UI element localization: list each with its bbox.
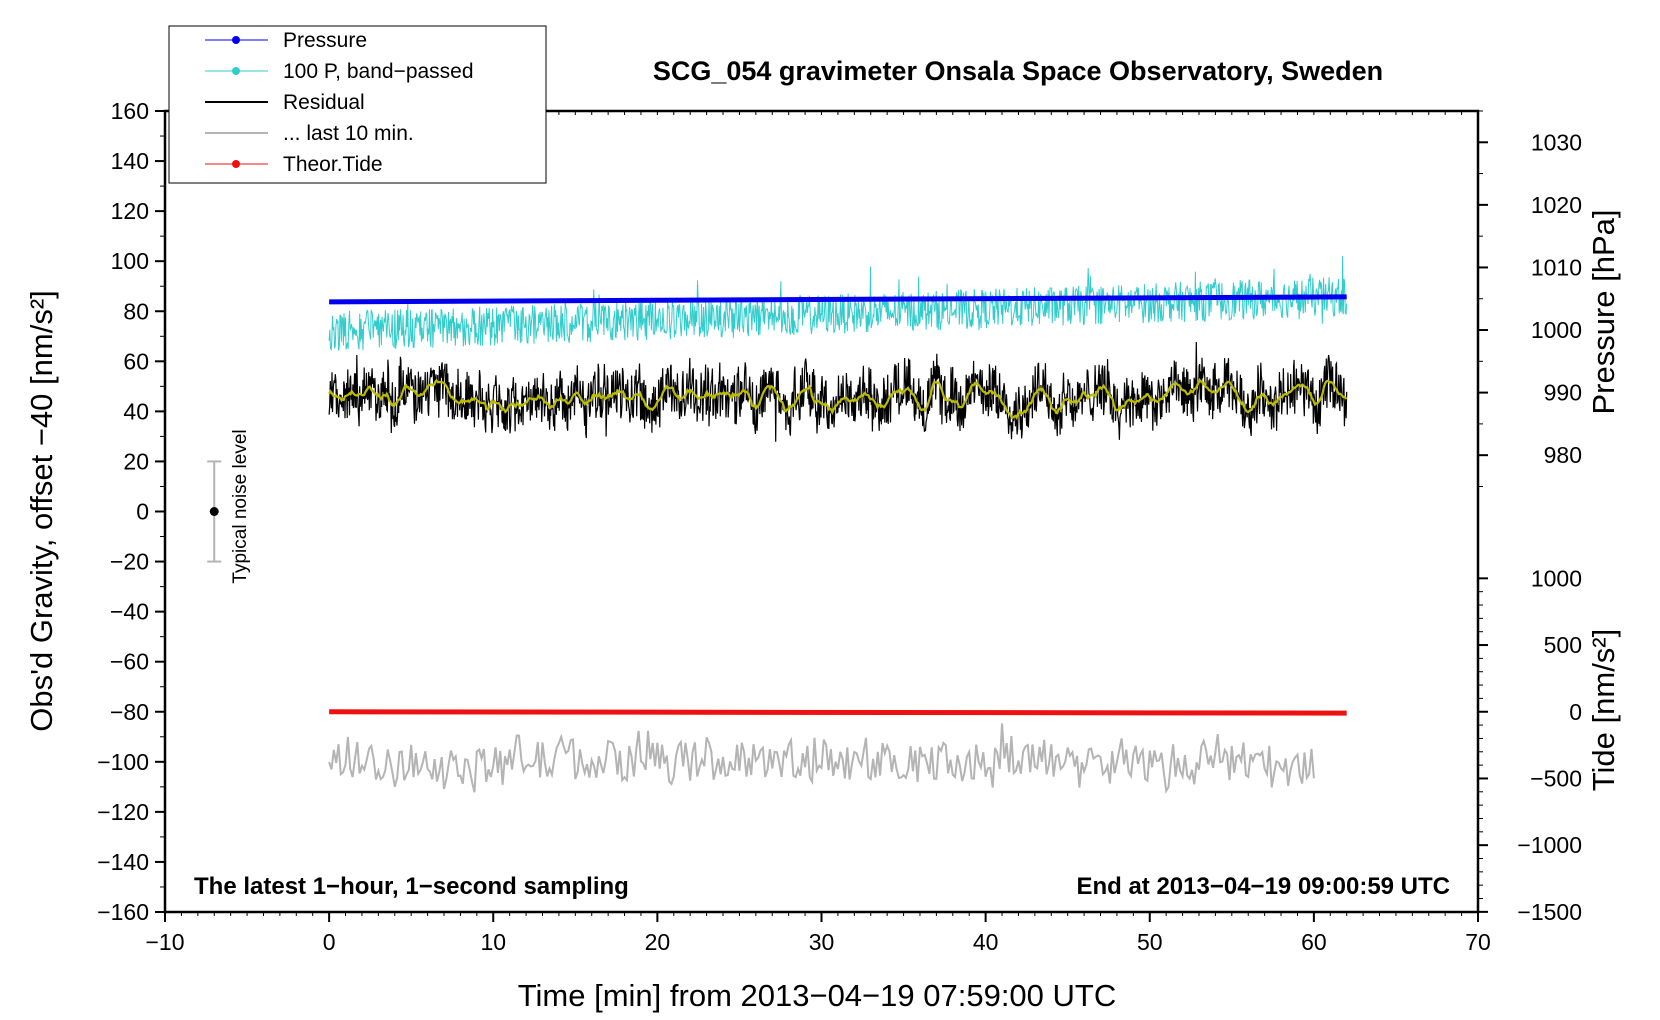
y-axis-title-tide: Tide [nm/s²]: [1586, 629, 1621, 792]
pressure-tick-label: 1000: [1531, 317, 1582, 343]
axis-ticks: −10 0 10 20 30 40 50 60 70160140120100806040200−…: [97, 98, 1582, 955]
x-tick-label: 10: [480, 929, 506, 955]
series-group-bandpassed: [328, 256, 1348, 352]
pressure-tick-label: 1030: [1531, 129, 1582, 155]
tide-tick-label: 500: [1544, 632, 1582, 658]
series-group-pressure: [329, 294, 1347, 305]
series-pressure-line: [329, 294, 1347, 305]
series-bandpassed-line: [328, 256, 1348, 352]
x-tick-label: 60: [1301, 929, 1327, 955]
y-left-tick-label: −160: [97, 899, 149, 925]
series-last10-line: [328, 723, 1315, 794]
x-tick-label: 40: [973, 929, 999, 955]
y-left-tick-label: −80: [110, 699, 149, 725]
plot-frame: [163, 109, 1480, 914]
y-left-tick-label: 0: [136, 499, 149, 525]
pressure-tick-label: 1020: [1531, 192, 1582, 218]
legend-label-4: Theor.Tide: [283, 153, 383, 176]
legend-marker-1: [232, 67, 240, 75]
y-left-tick-label: −60: [110, 649, 149, 675]
pressure-tick-label: 1010: [1531, 254, 1582, 280]
noise-level-marker: Typical noise level: [207, 429, 251, 584]
legend-label-1: 100 P, band−passed: [283, 60, 474, 83]
legend-marker-0: [232, 36, 240, 44]
y-left-tick-label: 100: [111, 248, 149, 274]
series-group-residual-smoothed: [328, 377, 1348, 421]
x-tick-label: 30: [809, 929, 835, 955]
series-residual-smoothed-line: [328, 377, 1348, 421]
tide-tick-label: 1000: [1531, 565, 1582, 591]
x-tick-label: −10: [145, 929, 184, 955]
noise-point: [209, 507, 219, 516]
y-left-tick-label: 60: [123, 348, 149, 374]
chart-title: SCG_054 gravimeter Onsala Space Observat…: [653, 56, 1383, 86]
x-tick-label: 50: [1137, 929, 1163, 955]
noise-label: Typical noise level: [230, 429, 251, 583]
y-left-tick-label: 120: [111, 198, 149, 224]
y-left-tick-label: −140: [97, 849, 149, 875]
pressure-tick-label: 990: [1544, 380, 1582, 406]
series-group-tide: [329, 709, 1347, 716]
y-left-tick-label: −100: [97, 749, 149, 775]
x-tick-label: 20: [645, 929, 671, 955]
x-tick-label: 0: [323, 929, 336, 955]
y-left-tick-label: 160: [111, 98, 149, 124]
tide-tick-label: −1000: [1517, 832, 1582, 858]
pressure-tick-label: 980: [1544, 442, 1582, 468]
y-left-tick-label: −20: [110, 549, 149, 575]
legend-label-0: Pressure: [283, 29, 367, 52]
y-axis-title-left: Obs'd Gravity, offset −40 [nm/s²]: [24, 290, 59, 732]
legend-label-2: Residual: [283, 91, 365, 114]
tide-tick-label: 0: [1569, 699, 1582, 725]
y-axis-title-pressure: Pressure [hPa]: [1586, 209, 1621, 414]
legend-marker-4: [232, 160, 240, 168]
legend: Pressure 100 P, band−passed Residual ... la…: [168, 25, 547, 184]
y-left-tick-label: 80: [123, 298, 149, 324]
y-left-tick-label: 20: [123, 448, 149, 474]
series-tide-line: [329, 709, 1347, 716]
y-left-tick-label: 140: [111, 148, 149, 174]
series-group-last10: [328, 723, 1315, 794]
tide-tick-label: −1500: [1517, 899, 1582, 925]
x-axis-title: Time [min] from 2013−04−19 07:59:00 UTC: [518, 978, 1117, 1013]
annotation-bottom-left: The latest 1−hour, 1−second sampling: [194, 873, 629, 900]
x-tick-label: 70: [1465, 929, 1491, 955]
y-left-tick-label: −120: [97, 799, 149, 825]
y-left-tick-label: 40: [123, 398, 149, 424]
legend-box: [168, 25, 547, 184]
legend-label-3: ... last 10 min.: [283, 122, 414, 145]
tide-tick-label: −500: [1530, 765, 1582, 791]
annotation-bottom-right: End at 2013−04−19 09:00:59 UTC: [1076, 873, 1450, 900]
y-left-tick-label: −40: [110, 599, 149, 625]
